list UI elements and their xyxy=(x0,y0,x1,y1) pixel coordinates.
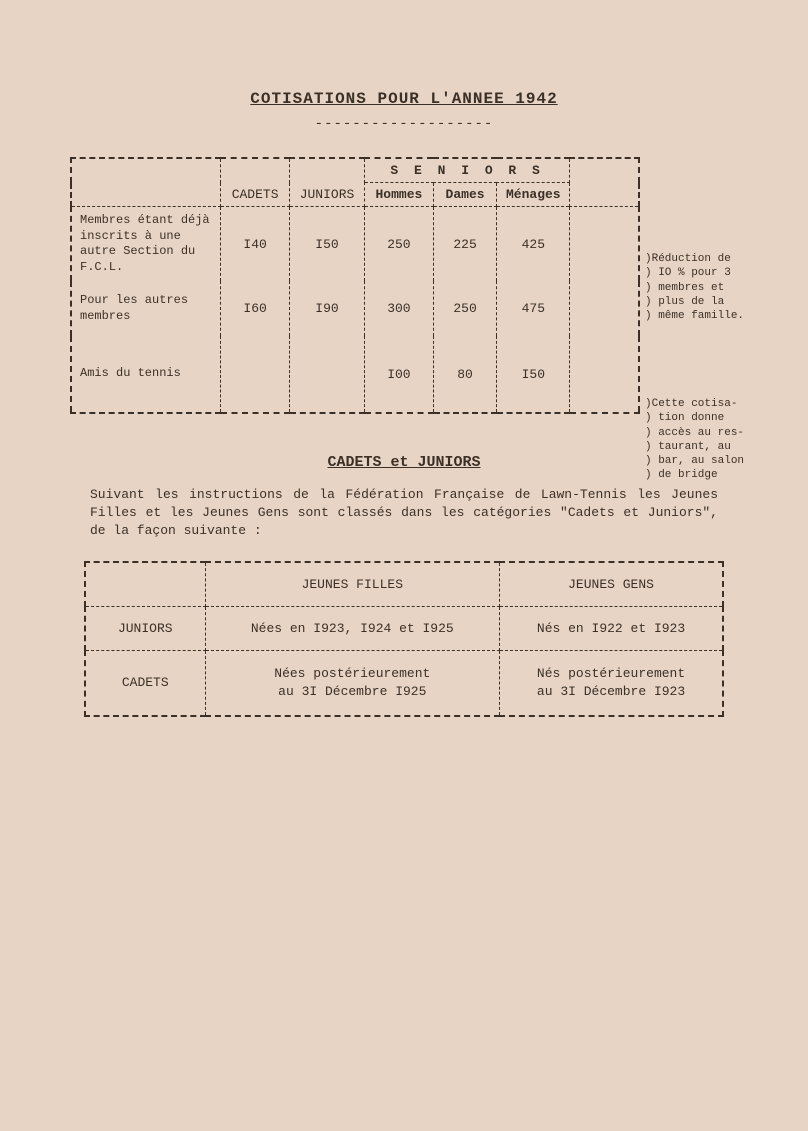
header-seniors: S E N I O R S xyxy=(364,158,570,183)
header-hommes: Hommes xyxy=(364,183,433,207)
header-filles: JEUNES FILLES xyxy=(205,562,500,607)
cell-gens: Nés en I922 et I923 xyxy=(500,606,723,650)
table-row: Pour les autres membres I60 I90 300 250 … xyxy=(71,281,639,336)
header-dames: Dames xyxy=(433,183,496,207)
header-blank xyxy=(85,562,205,607)
header-juniors: JUNIORS xyxy=(290,158,365,207)
table-row: JUNIORS Nées en I923, I924 et I925 Nés e… xyxy=(85,606,723,650)
cell-hommes: I00 xyxy=(364,336,433,413)
table-row: CADETS Nées postérieurement au 3I Décemb… xyxy=(85,650,723,716)
cell-filles: Nées en I923, I924 et I925 xyxy=(205,606,500,650)
header-menages: Ménages xyxy=(497,183,570,207)
cell-cadets xyxy=(221,336,290,413)
cell-juniors: I90 xyxy=(290,281,365,336)
cell-filles: Nées postérieurement au 3I Décembre I925 xyxy=(205,650,500,716)
cell-hommes: 250 xyxy=(364,207,433,282)
header-gens: JEUNES GENS xyxy=(500,562,723,607)
cell-menages: 475 xyxy=(497,281,570,336)
cell-cadets: I60 xyxy=(221,281,290,336)
cotisations-table: CADETS JUNIORS S E N I O R S Hommes Dame… xyxy=(70,157,640,414)
row-label: Pour les autres membres xyxy=(71,281,221,336)
cotisations-table-wrapper: CADETS JUNIORS S E N I O R S Hommes Dame… xyxy=(70,157,750,414)
row-label: JUNIORS xyxy=(85,606,205,650)
row-label: Amis du tennis xyxy=(71,336,221,413)
document-page: COTISATIONS POUR L'ANNEE 1942 ----------… xyxy=(50,60,758,747)
title-dashes: ------------------- xyxy=(70,116,738,132)
cell-hommes: 300 xyxy=(364,281,433,336)
section-paragraph: Suivant les instructions de la Fédératio… xyxy=(90,486,718,541)
categories-table: JEUNES FILLES JEUNES GENS JUNIORS Nées e… xyxy=(84,561,724,717)
cell-gens: Nés postérieurement au 3I Décembre I923 xyxy=(500,650,723,716)
page-title: COTISATIONS POUR L'ANNEE 1942 xyxy=(70,90,738,108)
cell-dames: 225 xyxy=(433,207,496,282)
cell-text: Nées postérieurement au 3I Décembre I925 xyxy=(216,665,490,701)
cell-juniors xyxy=(290,336,365,413)
cell-juniors: I50 xyxy=(290,207,365,282)
row-label: Membres étant déjà inscrits à une autre … xyxy=(71,207,221,282)
header-cadets: CADETS xyxy=(221,158,290,207)
cell-text: Nés postérieurement au 3I Décembre I923 xyxy=(510,665,712,701)
cell-menages: 425 xyxy=(497,207,570,282)
cell-dames: 250 xyxy=(433,281,496,336)
side-note: )Cette cotisa- ) tion donne ) accès au r… xyxy=(645,397,744,483)
row-label: CADETS xyxy=(85,650,205,716)
side-note: )Réduction de ) IO % pour 3 ) membres et… xyxy=(645,252,744,323)
table-row: Membres étant déjà inscrits à une autre … xyxy=(71,207,639,282)
cell-menages: I50 xyxy=(497,336,570,413)
side-note-text: )Cette cotisa- ) tion donne ) accès au r… xyxy=(645,397,744,483)
cell-dames: 80 xyxy=(433,336,496,413)
cell-cadets: I40 xyxy=(221,207,290,282)
table-row: Amis du tennis I00 80 I50 xyxy=(71,336,639,413)
section-subtitle: CADETS et JUNIORS xyxy=(70,454,738,471)
side-note-text: )Réduction de ) IO % pour 3 ) membres et… xyxy=(645,252,744,323)
